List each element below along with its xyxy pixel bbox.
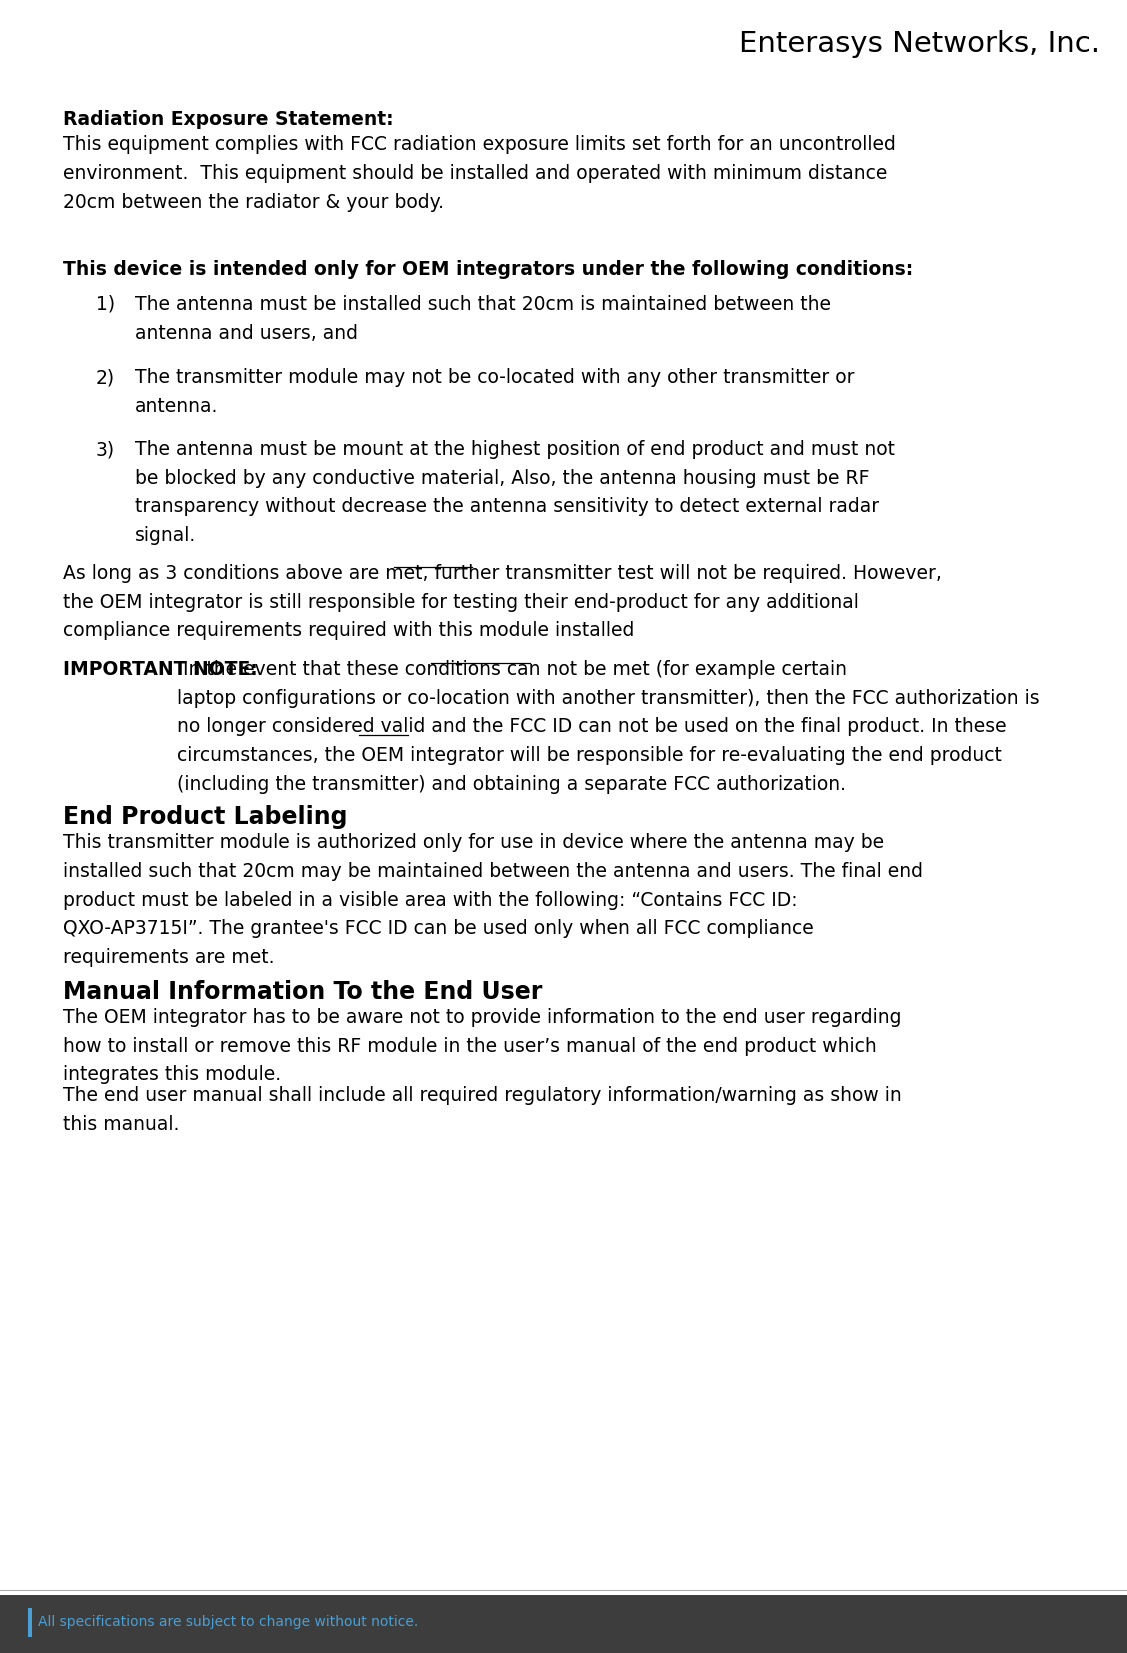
Text: This transmitter module is authorized only for use in device where the antenna m: This transmitter module is authorized on… bbox=[63, 833, 923, 967]
Text: The end user manual shall include all required regulatory information/warning as: The end user manual shall include all re… bbox=[63, 1086, 902, 1134]
Text: The antenna must be mount at the highest position of end product and must not
be: The antenna must be mount at the highest… bbox=[135, 440, 895, 545]
Text: In the event that these conditions can not be met (for example certain
laptop co: In the event that these conditions can n… bbox=[177, 660, 1039, 793]
Text: 2): 2) bbox=[96, 369, 115, 387]
Text: The transmitter module may not be co-located with any other transmitter or
anten: The transmitter module may not be co-loc… bbox=[135, 369, 854, 417]
Text: Enterasys Networks, Inc.: Enterasys Networks, Inc. bbox=[739, 30, 1100, 58]
Bar bbox=[0, 1595, 1127, 1653]
Text: The OEM integrator has to be aware not to provide information to the end user re: The OEM integrator has to be aware not t… bbox=[63, 1008, 902, 1084]
Text: 1): 1) bbox=[96, 294, 115, 314]
Text: End Product Labeling: End Product Labeling bbox=[63, 805, 347, 830]
Text: This equipment complies with FCC radiation exposure limits set forth for an unco: This equipment complies with FCC radiati… bbox=[63, 136, 896, 212]
Text: As long as 3 conditions above are met, further transmitter test will not be requ: As long as 3 conditions above are met, f… bbox=[63, 564, 942, 640]
Text: 3): 3) bbox=[96, 440, 115, 460]
Text: All specifications are subject to change without notice.: All specifications are subject to change… bbox=[38, 1615, 418, 1630]
Text: This device is intended only for OEM integrators under the following conditions:: This device is intended only for OEM int… bbox=[63, 260, 913, 279]
Text: Manual Information To the End User: Manual Information To the End User bbox=[63, 980, 542, 1003]
Bar bbox=[28, 1608, 32, 1636]
Text: The antenna must be installed such that 20cm is maintained between the
antenna a: The antenna must be installed such that … bbox=[135, 294, 831, 342]
Text: Radiation Exposure Statement:: Radiation Exposure Statement: bbox=[63, 111, 393, 129]
Text: IMPORTANT NOTE:: IMPORTANT NOTE: bbox=[63, 660, 258, 679]
